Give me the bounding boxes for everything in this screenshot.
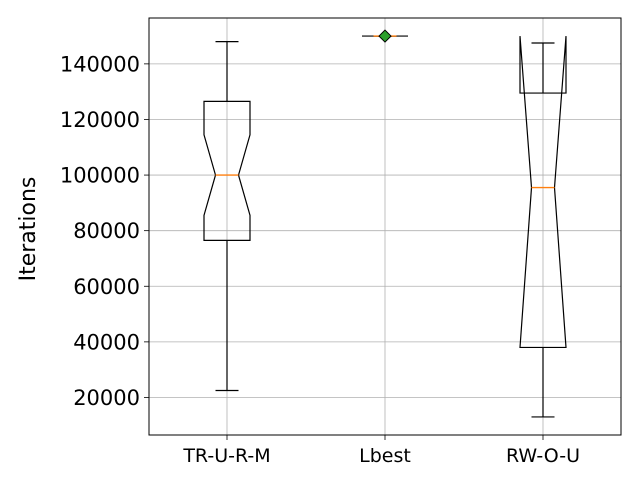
box-body (519, 36, 567, 349)
x-tick-label: TR-U-R-M (182, 445, 270, 467)
y-tick-label: 40000 (73, 330, 140, 354)
y-tick-label: 120000 (60, 108, 140, 132)
box-body (203, 100, 251, 241)
y-tick-label: 60000 (73, 275, 140, 299)
y-tick-label: 80000 (73, 219, 140, 243)
y-tick-label: 100000 (60, 164, 140, 188)
y-tick-label: 140000 (60, 52, 140, 76)
x-tick-label: RW-O-U (506, 445, 580, 467)
box-layer (203, 29, 567, 418)
y-tick-label: 20000 (73, 386, 140, 410)
x-tick-label: Lbest (359, 445, 411, 467)
tick-layer: 20000 40000 60000 80000 100000 120000 140000 TR… (60, 52, 580, 467)
y-axis-label: Iterations (16, 177, 41, 282)
outlier-marker (378, 29, 392, 43)
